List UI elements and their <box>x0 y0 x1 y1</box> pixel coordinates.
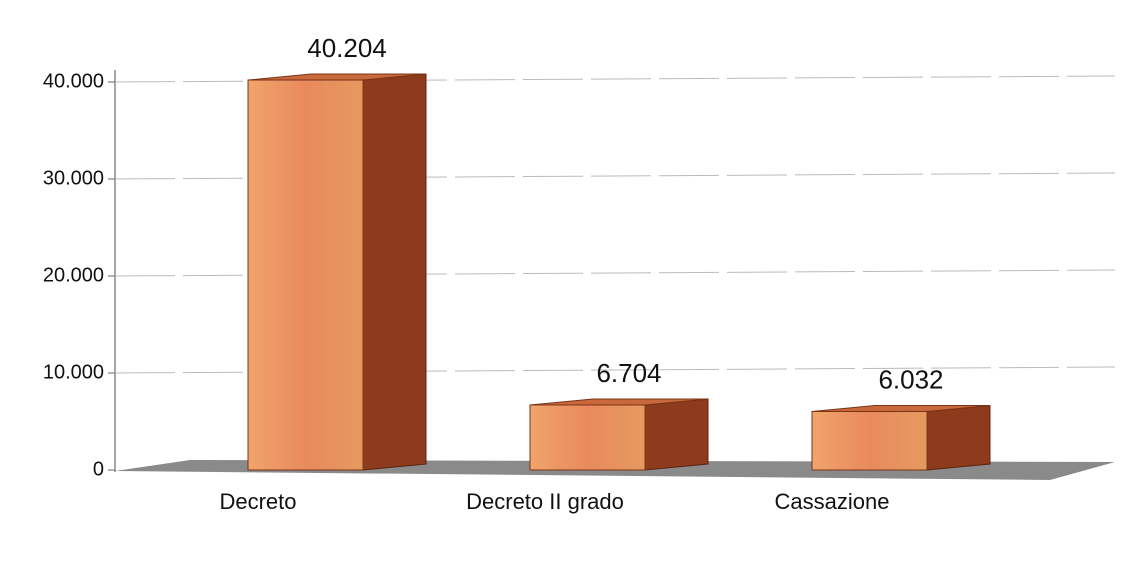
bar-side <box>644 398 709 471</box>
x-tick-label: Decreto <box>219 489 296 514</box>
y-tick-label: 30.000 <box>43 167 104 189</box>
bar-side <box>362 73 427 471</box>
x-tick-label: Cassazione <box>775 489 890 514</box>
y-tick-label: 10.000 <box>43 361 104 383</box>
bar <box>811 410 928 471</box>
value-label: 6.704 <box>596 358 661 388</box>
value-label: 6.032 <box>878 364 943 394</box>
bar-side <box>926 404 991 471</box>
value-label: 40.204 <box>307 33 387 63</box>
x-tick-label: Decreto II grado <box>466 489 624 514</box>
y-tick-label: 40.000 <box>43 70 104 92</box>
bar <box>247 79 364 471</box>
y-tick-label: 0 <box>93 458 104 480</box>
bar <box>529 404 646 471</box>
y-tick-label: 20.000 <box>43 264 104 286</box>
